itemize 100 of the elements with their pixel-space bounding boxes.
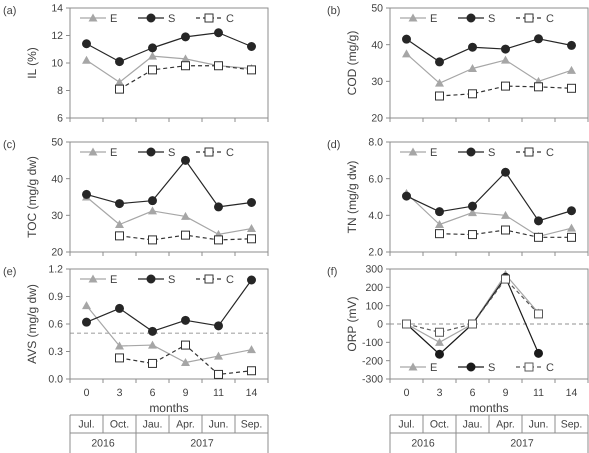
point [115, 304, 124, 313]
x-tick-label: 14 [566, 387, 578, 399]
x-tick-label: 9 [182, 387, 189, 399]
point [468, 64, 477, 72]
y-tick-label: 100 [365, 300, 384, 312]
text: Oct. [110, 418, 130, 431]
legend-label: E [110, 12, 118, 25]
y-tick-label: 4.0 [368, 210, 384, 222]
point [247, 345, 256, 354]
text: Jun. [208, 418, 228, 431]
y-tick-label: 14 [51, 2, 64, 15]
legend-label: C [546, 362, 554, 374]
y-tick-label: 2.0 [368, 246, 384, 259]
point [115, 231, 124, 240]
y-tick-label: 40 [371, 39, 384, 52]
point [214, 352, 223, 360]
y-tick-label: 0 [377, 318, 384, 331]
x-tick-label: 9 [502, 387, 509, 399]
point [115, 84, 124, 94]
point [148, 52, 157, 60]
point [214, 321, 223, 330]
y-tick-label: 6 [57, 112, 64, 125]
point [181, 230, 190, 240]
point [567, 206, 576, 216]
text: Apr. [496, 418, 515, 431]
y-axis-title: COD (mg/g) [345, 30, 359, 96]
y-tick-label: 200 [365, 282, 384, 294]
point [435, 78, 444, 87]
point [501, 168, 510, 177]
point [115, 342, 124, 350]
y-tick-label: 30 [371, 76, 384, 88]
point [501, 82, 510, 91]
text: 2016 [411, 438, 435, 450]
y-tick-label: 50 [51, 136, 64, 149]
legend-label: C [546, 146, 554, 159]
point [435, 350, 444, 359]
point [247, 42, 256, 51]
point [534, 82, 543, 92]
point [435, 229, 444, 238]
point [148, 358, 157, 368]
y-tick-label: 1.2 [48, 264, 64, 276]
text: 2016 [91, 438, 115, 450]
point [468, 230, 477, 240]
point [435, 328, 444, 337]
point [82, 56, 91, 64]
y-axis-title: AVS (mg/g dw) [25, 284, 39, 364]
y-axis-title: IL (%) [25, 47, 39, 79]
point [82, 318, 91, 327]
y-tick-label: 0.6 [48, 318, 64, 331]
point [148, 196, 157, 206]
text: Jul. [398, 418, 415, 431]
point [402, 49, 411, 58]
legend-label: E [110, 274, 118, 286]
chart-title: (b) [327, 5, 340, 17]
chart-title: (e) [3, 266, 16, 278]
point [214, 202, 223, 212]
legend-label: C [226, 274, 234, 286]
legend-label: S [168, 274, 176, 286]
point [567, 66, 576, 74]
point [247, 198, 256, 207]
x-tick-label: 11 [533, 387, 544, 399]
y-tick-label: 8 [57, 85, 64, 98]
point [115, 199, 124, 208]
point [148, 326, 157, 336]
x-tick-label: 11 [213, 387, 224, 399]
point [181, 340, 190, 350]
legend-label: S [488, 146, 496, 159]
point [181, 212, 190, 220]
y-tick-label: 20 [371, 112, 384, 125]
y-tick-label: -100 [362, 337, 384, 350]
x-tick-label: 3 [436, 387, 443, 399]
point [82, 39, 91, 48]
y-tick-label: 0.0 [48, 374, 64, 386]
point [181, 32, 190, 42]
y-tick-label: 30 [51, 210, 64, 222]
point [181, 316, 190, 325]
point [567, 40, 576, 50]
chart-title: (c) [3, 139, 16, 151]
point [82, 190, 91, 199]
point [181, 156, 190, 165]
point [501, 210, 510, 219]
point [214, 28, 223, 38]
text: Oct. [430, 418, 450, 431]
legend-label: E [430, 146, 438, 159]
point [115, 220, 124, 228]
point [148, 340, 157, 349]
y-tick-label: -200 [362, 355, 384, 368]
point [247, 276, 256, 284]
x-tick-label: 6 [150, 387, 156, 399]
legend-label: C [226, 146, 234, 159]
point [501, 44, 510, 54]
legend-label: E [430, 12, 438, 25]
chart-title: (d) [327, 139, 340, 151]
y-tick-label: -300 [362, 374, 384, 386]
point [247, 224, 256, 232]
point [115, 353, 124, 362]
x-tick-label: 0 [404, 387, 410, 399]
text: Jau. [462, 418, 482, 431]
text: Jul. [78, 418, 95, 431]
legend-label: E [110, 146, 118, 159]
